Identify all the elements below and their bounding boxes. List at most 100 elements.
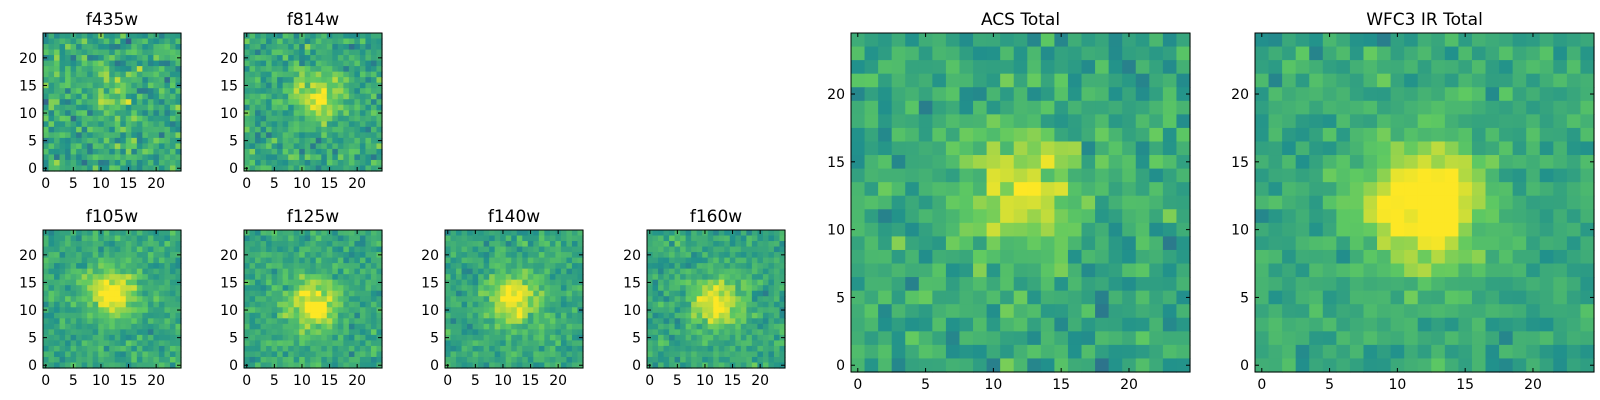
heatmap-cell <box>109 307 116 314</box>
heatmap-cell <box>500 351 507 358</box>
heatmap-cell <box>735 356 742 364</box>
heatmap-cell <box>376 132 383 139</box>
heatmap-cell <box>359 88 367 95</box>
heatmap-cell <box>43 257 50 264</box>
heatmap-cell <box>354 246 361 253</box>
y-tick-label: 10 <box>421 303 439 319</box>
heatmap-cell <box>1431 46 1446 61</box>
heatmap-cell <box>87 307 94 314</box>
heatmap-cell <box>293 88 300 95</box>
heatmap-cell <box>348 82 355 89</box>
heatmap-cell <box>153 279 160 286</box>
heatmap-cell <box>136 268 143 275</box>
heatmap-cell <box>114 66 121 73</box>
heatmap-cell <box>674 268 681 275</box>
heatmap-cell <box>43 290 50 297</box>
heatmap-cell <box>1255 73 1270 88</box>
heatmap-cell <box>266 290 273 297</box>
heatmap-cell <box>98 345 105 353</box>
heatmap-cell <box>343 126 350 133</box>
heatmap-cell <box>169 55 177 62</box>
heatmap-cell <box>696 351 703 358</box>
heatmap-cell <box>1013 249 1028 265</box>
heatmap-cell <box>1013 100 1028 115</box>
heatmap-cell <box>751 323 758 330</box>
heatmap-cell <box>478 323 485 330</box>
heatmap-cell <box>153 323 160 330</box>
heatmap-cell <box>1566 168 1582 183</box>
heatmap-cell <box>740 307 747 314</box>
heatmap-cell <box>691 296 698 303</box>
heatmap-cell <box>986 100 1001 115</box>
heatmap-cell <box>467 356 474 364</box>
heatmap-cell <box>544 230 551 237</box>
heatmap-cell <box>109 230 116 237</box>
heatmap-cell <box>337 279 344 286</box>
heatmap-cell <box>277 285 284 292</box>
heatmap-cell <box>114 71 121 78</box>
heatmap-cell <box>153 268 160 275</box>
heatmap-cell <box>511 268 518 275</box>
heatmap-cell <box>114 274 121 281</box>
heatmap-cell <box>1162 114 1178 129</box>
heatmap-cell <box>1149 209 1164 224</box>
heatmap-cell <box>450 312 457 319</box>
heatmap-cell <box>282 159 289 167</box>
heatmap-cell <box>1295 33 1310 48</box>
heatmap-cell <box>125 126 132 133</box>
heatmap-cell <box>1149 249 1164 265</box>
heatmap-cell <box>762 307 770 314</box>
heatmap-cell <box>878 304 893 319</box>
heatmap-cell <box>1000 141 1015 156</box>
heatmap-cell <box>691 241 698 248</box>
heatmap-cell <box>1580 141 1595 156</box>
heatmap-cell <box>1377 60 1392 75</box>
heatmap-cell <box>680 252 687 259</box>
y-tick-label: 0 <box>229 358 238 374</box>
heatmap-cell <box>522 235 529 242</box>
heatmap-cell <box>1444 209 1459 224</box>
heatmap-cell <box>450 246 457 253</box>
heatmap-cell <box>365 235 372 242</box>
heatmap-cell <box>500 312 507 319</box>
heatmap-cell <box>98 126 105 133</box>
heatmap-cell <box>1390 114 1405 129</box>
heatmap-cell <box>489 230 496 237</box>
heatmap-cell <box>315 329 322 336</box>
heatmap-cell <box>332 143 339 150</box>
heatmap-cell <box>70 77 77 84</box>
heatmap-cell <box>483 257 490 264</box>
x-tick-label: 5 <box>471 373 480 389</box>
heatmap-cell <box>158 285 166 292</box>
heatmap-cell <box>1162 222 1178 237</box>
heatmap-cell <box>478 362 485 369</box>
heatmap-cell <box>461 263 468 270</box>
heatmap-cell <box>691 279 698 286</box>
heatmap-cell <box>365 340 372 347</box>
heatmap-cell <box>478 345 485 353</box>
heatmap-cell <box>125 285 132 292</box>
heatmap-cell <box>1512 127 1527 143</box>
heatmap-cell <box>326 110 333 117</box>
heatmap-cell <box>751 268 758 275</box>
heatmap-cell <box>1458 127 1473 143</box>
heatmap-cell <box>1149 222 1164 237</box>
heatmap-cell <box>87 318 94 325</box>
heatmap-cell <box>76 55 83 62</box>
heatmap-cell <box>114 301 121 308</box>
heatmap-cell <box>1295 60 1310 75</box>
heatmap-cell <box>740 356 747 364</box>
heatmap-cell <box>864 33 879 48</box>
heatmap-cell <box>164 154 171 161</box>
heatmap-cell <box>87 137 94 144</box>
heatmap-cell <box>1417 127 1432 143</box>
heatmap-cell <box>768 235 775 242</box>
heatmap-cell <box>164 230 171 237</box>
heatmap-cell <box>478 268 485 275</box>
heatmap-cell <box>1162 331 1178 346</box>
heatmap-cell <box>255 323 262 330</box>
heatmap-cell <box>354 38 361 45</box>
heatmap-cell <box>249 340 256 347</box>
heatmap-cell <box>461 252 468 259</box>
heatmap-cell <box>354 274 361 281</box>
